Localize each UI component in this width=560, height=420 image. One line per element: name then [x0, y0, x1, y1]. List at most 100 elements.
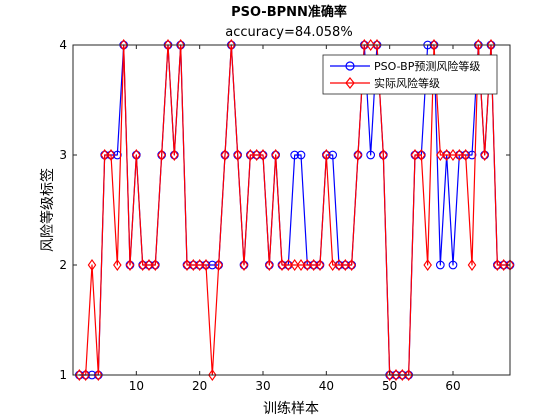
- data-point-actual: [182, 259, 192, 271]
- data-point-actual: [410, 149, 420, 161]
- data-point-actual: [94, 369, 103, 381]
- x-tick-label: 40: [319, 379, 334, 393]
- data-point-actual: [227, 39, 236, 51]
- data-point-actual: [258, 149, 268, 161]
- data-point-actual: [467, 259, 477, 271]
- data-point-actual: [423, 259, 432, 271]
- data-point-actual: [290, 259, 299, 271]
- data-point-actual: [309, 259, 318, 271]
- data-point-predicted: [467, 150, 477, 160]
- data-point-actual: [404, 369, 413, 381]
- data-point-predicted: [290, 150, 300, 160]
- data-point-actual: [461, 149, 470, 161]
- data-point-actual: [417, 149, 426, 161]
- data-point-actual: [448, 149, 458, 161]
- data-point-actual: [138, 259, 147, 271]
- data-point-actual: [385, 369, 394, 381]
- data-point-actual: [252, 149, 261, 161]
- data-point-actual: [170, 149, 179, 161]
- data-point-actual: [455, 149, 464, 161]
- y-tick-label: 4: [59, 38, 67, 52]
- data-point-actual: [220, 149, 230, 161]
- data-point-actual: [239, 259, 249, 271]
- data-point-predicted: [366, 150, 376, 160]
- data-point-actual: [284, 259, 293, 271]
- data-point-actual: [233, 149, 242, 161]
- data-point-actual: [303, 259, 312, 271]
- data-point-actual: [81, 369, 90, 381]
- data-point-actual: [398, 369, 407, 381]
- data-point-actual: [246, 149, 255, 161]
- data-point-actual: [271, 149, 280, 161]
- data-point-predicted: [328, 150, 338, 160]
- data-point-actual: [334, 259, 344, 271]
- data-point-actual: [366, 39, 375, 51]
- x-tick-label: 50: [382, 379, 397, 393]
- data-point-predicted: [112, 150, 122, 160]
- legend-box: [322, 54, 498, 95]
- data-point-actual: [75, 369, 84, 381]
- data-point-actual: [176, 39, 185, 51]
- data-point-predicted: [296, 150, 306, 160]
- data-point-actual: [87, 259, 97, 271]
- chart-title: PSO-BPNN准确率: [231, 4, 347, 20]
- series-layer: [74, 39, 515, 381]
- data-point-actual: [499, 259, 508, 271]
- x-axis-label: 训练样本: [263, 401, 319, 417]
- plot-frame: [72, 44, 511, 376]
- y-tick-label: 1: [59, 368, 67, 382]
- legend-marker-predicted: [345, 61, 355, 71]
- data-point-actual: [214, 259, 223, 271]
- data-point-actual: [296, 259, 306, 271]
- legend: PSO-BP预测风险等级 实际风险等级: [322, 54, 498, 95]
- data-point-actual: [201, 259, 211, 271]
- data-point-actual: [372, 39, 382, 51]
- data-point-actual: [353, 149, 363, 161]
- data-point-actual: [442, 149, 451, 161]
- data-point-predicted: [448, 260, 458, 270]
- data-point-actual: [195, 259, 204, 271]
- x-tick-label: 30: [255, 379, 270, 393]
- data-point-actual: [144, 259, 154, 271]
- data-point-actual: [436, 149, 445, 161]
- data-point-predicted: [435, 260, 445, 270]
- data-point-actual: [315, 259, 325, 271]
- legend-label-predicted: PSO-BP预测风险等级: [374, 59, 480, 73]
- y-tick-label: 3: [59, 148, 67, 162]
- data-point-actual: [360, 39, 369, 51]
- data-point-actual: [379, 149, 388, 161]
- y-axis-label: 风险等级标签: [39, 168, 56, 252]
- data-point-actual: [157, 149, 166, 161]
- x-tick-label: 20: [192, 379, 207, 393]
- data-point-actual: [132, 149, 141, 161]
- data-point-actual: [125, 259, 135, 271]
- data-point-actual: [265, 259, 274, 271]
- data-point-actual: [480, 149, 489, 161]
- data-point-actual: [277, 259, 287, 271]
- legend-marker-actual: [345, 77, 355, 89]
- data-point-actual: [189, 259, 198, 271]
- data-point-actual: [328, 259, 337, 271]
- data-point-predicted: [207, 260, 217, 270]
- data-point-actual: [113, 259, 122, 271]
- data-point-actual: [391, 369, 401, 381]
- data-point-actual: [106, 149, 116, 161]
- data-point-actual: [493, 259, 502, 271]
- data-point-actual: [100, 149, 109, 161]
- data-point-actual: [151, 259, 160, 271]
- data-point-actual: [474, 39, 483, 51]
- chart-subtitle: accuracy=84.058%: [225, 25, 352, 40]
- data-point-actual: [486, 39, 496, 51]
- data-point-actual: [322, 149, 331, 161]
- legend-label-actual: 实际风险等级: [374, 76, 440, 90]
- data-point-actual: [429, 39, 439, 51]
- x-tick-label: 60: [445, 379, 460, 393]
- data-point-actual: [163, 39, 173, 51]
- data-point-actual: [119, 39, 128, 51]
- x-tick-label: 10: [129, 379, 144, 393]
- data-point-actual: [347, 259, 356, 271]
- data-point-actual: [208, 369, 217, 381]
- data-point-actual: [341, 259, 350, 271]
- y-tick-label: 2: [59, 258, 67, 272]
